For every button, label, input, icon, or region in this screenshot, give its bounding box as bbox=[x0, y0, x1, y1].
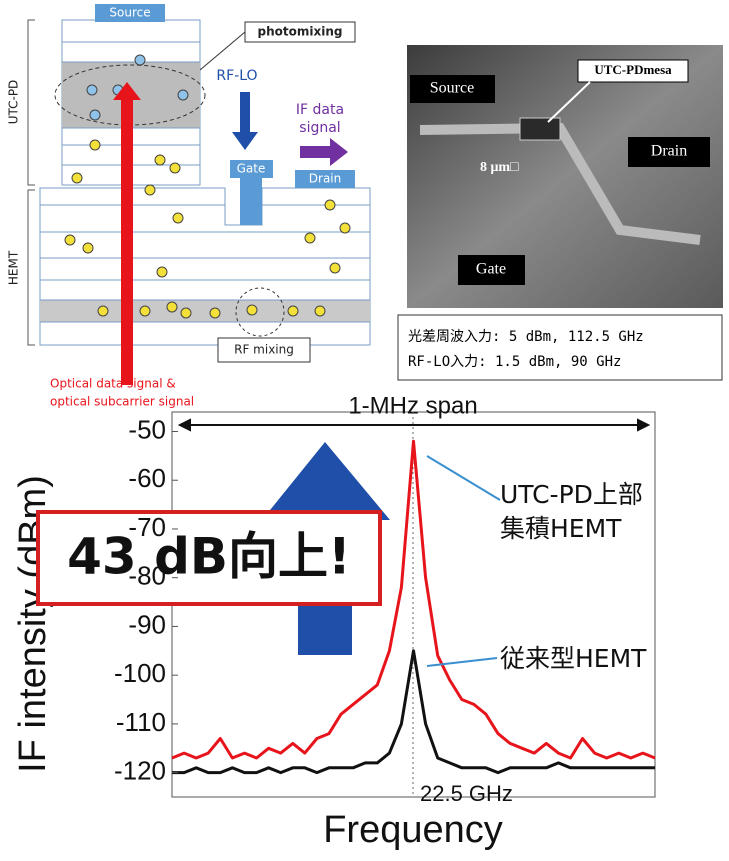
if-label: signal bbox=[299, 120, 340, 136]
pointer bbox=[426, 455, 501, 501]
diagram-labels: Source photomixing RF-LO IF data signal … bbox=[7, 6, 345, 409]
span-label: 1-MHz span bbox=[348, 392, 477, 419]
gate-label: Gate bbox=[237, 162, 266, 176]
x-axis-title: Frequency bbox=[323, 809, 503, 851]
series-line bbox=[172, 649, 655, 775]
center-label: 22.5 GHz bbox=[420, 781, 513, 806]
series-line bbox=[171, 439, 656, 760]
conditions-box: 光差周波入力: 5 dBm, 112.5 GHz RF-LO入力: 1.5 dB… bbox=[397, 314, 723, 381]
condition: 光差周波入力: 5 dBm, 112.5 GHz bbox=[408, 329, 644, 345]
utc-pd-label: UTC-PD bbox=[7, 80, 21, 125]
rf-mixing-label: RF mixing bbox=[234, 343, 294, 357]
photo-scale: 8 μm□ bbox=[480, 160, 519, 175]
optical-label: Optical data signal & bbox=[50, 377, 176, 391]
spectrum-chart: IF intensity (dBm) Frequency 1-MHz span … bbox=[12, 392, 656, 851]
photo-gate: Gate bbox=[476, 261, 506, 278]
y-tick-label: -110 bbox=[116, 707, 166, 737]
photomixing-label: photomixing bbox=[258, 25, 343, 39]
callout: 43 dB向上! bbox=[67, 528, 351, 586]
photo-mesa: UTC-PDmesa bbox=[594, 62, 672, 77]
y-tick-label: -80 bbox=[128, 561, 166, 591]
legend-label: 従来型HEMT bbox=[500, 644, 647, 673]
pointer bbox=[426, 657, 498, 667]
if-label: IF data bbox=[296, 102, 344, 118]
hemt-label: HEMT bbox=[7, 250, 21, 285]
drain-label: Drain bbox=[309, 172, 341, 186]
callout-box bbox=[36, 510, 382, 606]
optical-label: optical subcarrier signal bbox=[50, 395, 194, 409]
device-diagram bbox=[27, 4, 371, 385]
y-tick-label: -60 bbox=[128, 463, 166, 493]
rf-lo-label: RF-LO bbox=[216, 68, 257, 84]
legend-label: UTC-PD上部集積HEMT bbox=[500, 480, 643, 543]
y-tick-label: -120 bbox=[114, 756, 166, 786]
y-tick-label: -70 bbox=[128, 512, 166, 542]
y-tick-label: -90 bbox=[128, 609, 166, 639]
photo-source: Source bbox=[430, 80, 474, 97]
span-arrow bbox=[177, 418, 651, 432]
y-tick-label: -50 bbox=[128, 414, 166, 444]
sem-photo: Source UTC-PDmesa Drain 8 μm□ Gate bbox=[407, 45, 723, 308]
condition: RF-LO入力: 1.5 dBm, 90 GHz bbox=[408, 354, 621, 370]
source-label: Source bbox=[109, 6, 150, 20]
y-tick-label: -100 bbox=[114, 658, 166, 688]
photo-drain: Drain bbox=[651, 143, 687, 160]
